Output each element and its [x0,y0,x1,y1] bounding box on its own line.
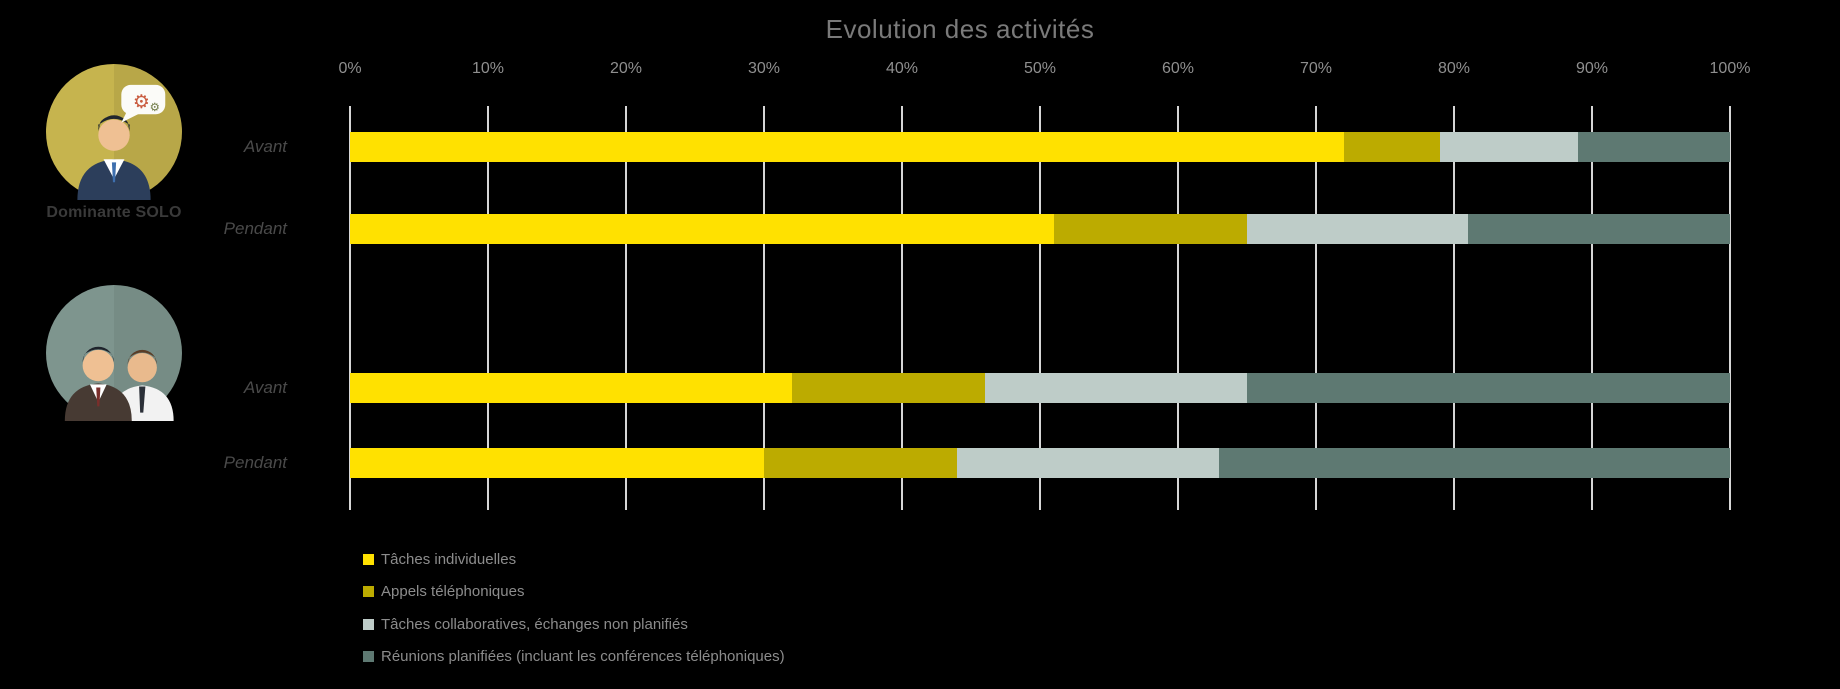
legend-swatch [363,651,374,662]
x-axis-tick-label: 50% [1023,60,1057,77]
legend-item-label: Tâches individuelles [381,550,517,568]
bar-segment[interactable] [957,448,1220,478]
x-axis-tick-label: 90% [1575,60,1609,77]
gridline [487,106,489,510]
row-label: Pendant [223,453,287,472]
gridline [1177,106,1179,510]
gridline [901,106,903,510]
bar-segment[interactable] [350,448,764,478]
x-axis-tick-label: 20% [609,60,643,77]
legend-swatch [363,553,374,565]
gridline [349,106,351,510]
row-label: Pendant [223,219,287,238]
bar-segment[interactable] [1247,214,1468,244]
bar-row [350,448,1730,478]
legend-swatch [363,586,374,597]
solo-group-label: Dominante SOLO [46,204,182,221]
legend-item[interactable]: Appels téléphoniques [363,581,785,603]
legend-swatch [363,618,374,630]
bar-segment[interactable] [1578,132,1730,162]
bar-row [350,373,1730,403]
x-axis-tick-label: 100% [1709,60,1751,77]
legend-item-label: Appels téléphoniques [381,583,525,600]
bar-segment[interactable] [764,448,958,478]
chart-title: Evolution des activités [825,14,1095,44]
person-with-gears-speech-bubble-icon: ⚙ ⚙ [77,84,166,200]
bar-segment[interactable] [350,373,792,403]
x-axis-tick-label: 10% [471,60,505,77]
bar-row [350,132,1730,162]
bar-segment[interactable] [791,373,985,403]
bar-segment[interactable] [1467,214,1730,244]
bar-segment[interactable] [350,132,1344,162]
gear-icon: ⚙ [133,91,150,112]
gridline [763,106,765,510]
bar-segment[interactable] [350,214,1054,244]
row-label: Avant [243,137,287,156]
bar-segment[interactable] [984,373,1247,403]
x-axis-tick-label: 0% [338,60,362,77]
bar-segment[interactable] [1053,214,1247,244]
gridline [1729,106,1731,510]
x-axis-tick-label: 80% [1437,60,1471,77]
x-axis-tick-label: 30% [747,60,781,77]
bar-segment[interactable] [1219,448,1730,478]
bar-segment[interactable] [1343,132,1441,162]
x-axis-tick-label: 60% [1161,60,1195,77]
x-axis-tick-label: 40% [885,60,919,77]
bar-segment[interactable] [1247,373,1730,403]
two-people-icon [64,346,174,421]
small-gear-icon: ⚙ [150,102,160,114]
bar-row [350,214,1730,244]
gridline [1039,106,1041,510]
gridline [1591,106,1593,510]
legend-item-label: Réunions planifiées (incluant les confér… [381,648,785,665]
row-label: Avant [243,378,287,397]
legend: Tâches individuelles Appels téléphoniques… [363,548,785,678]
legend-item[interactable]: Tâches collaboratives, échanges non plan… [363,613,785,635]
bar-segment[interactable] [1440,132,1579,162]
gridline [1315,106,1317,510]
x-axis-tick-label: 70% [1299,60,1333,77]
solo-person-badge: ⚙ ⚙ [46,64,182,200]
gridline [1453,106,1455,510]
gridline [625,106,627,510]
legend-item[interactable]: Réunions planifiées (incluant les confér… [363,646,785,668]
collaborative-people-badge [46,285,182,421]
legend-item[interactable]: Tâches individuelles [363,548,785,570]
legend-item-label: Tâches collaboratives, échanges non plan… [381,615,688,633]
